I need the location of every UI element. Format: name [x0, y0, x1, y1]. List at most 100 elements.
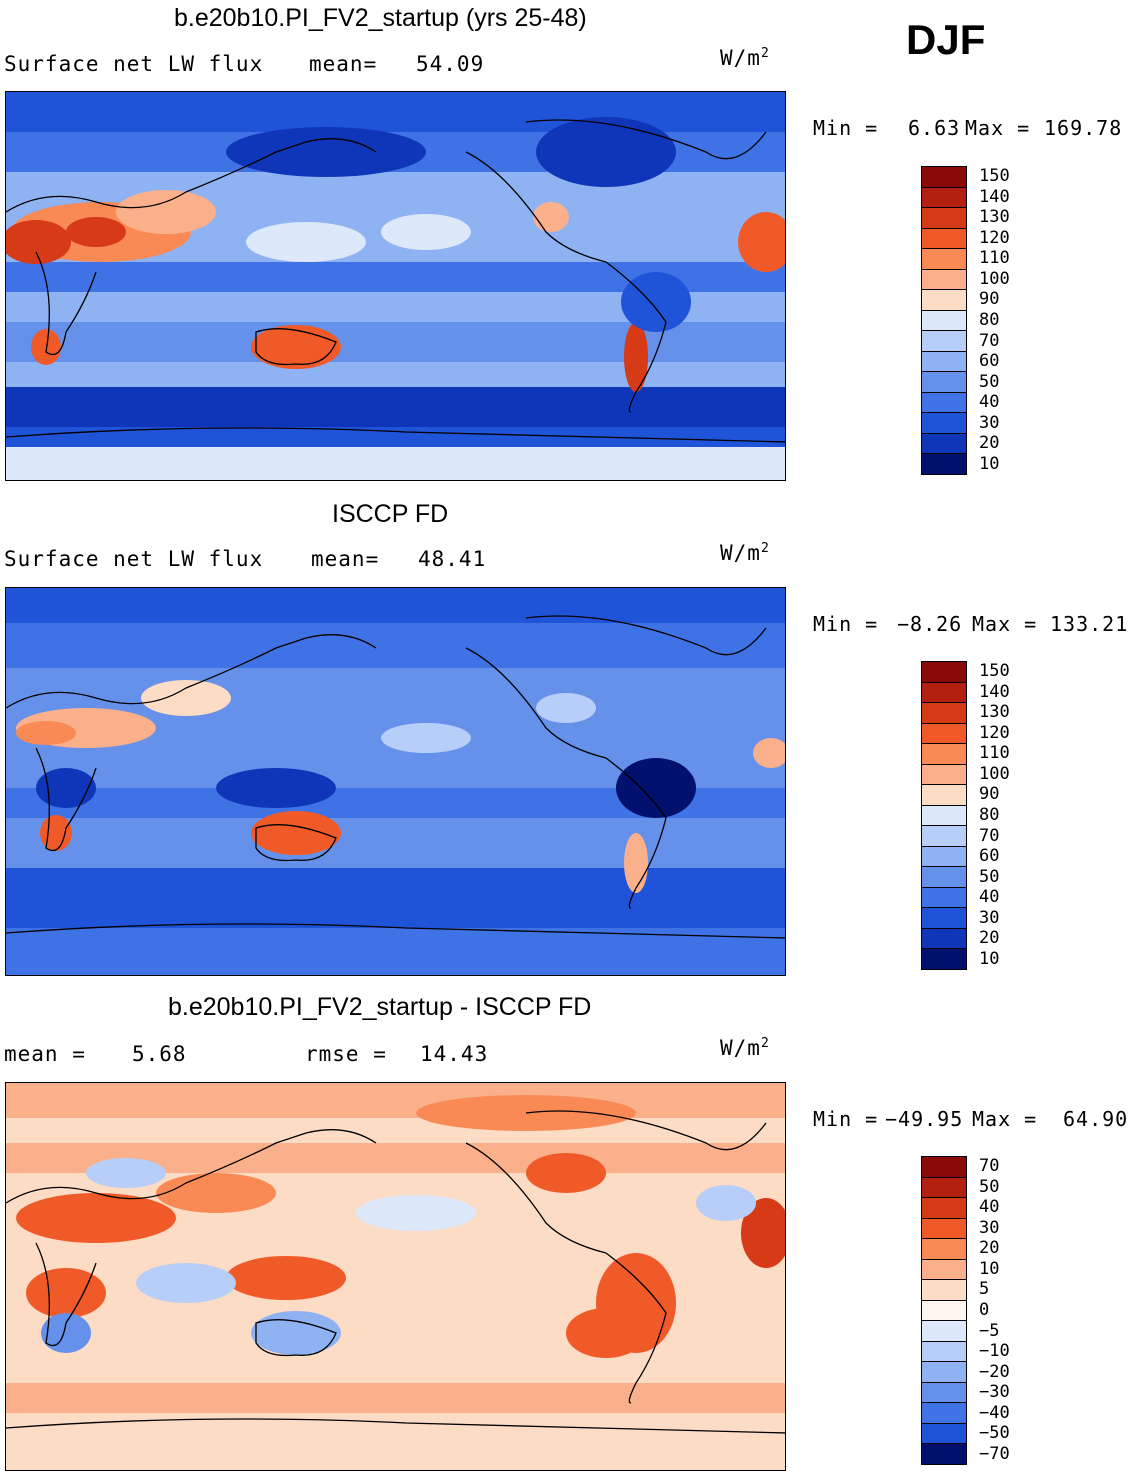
colorbar-tick-label: 30 — [979, 907, 1000, 928]
colorbar-swatch — [921, 166, 967, 188]
colorbar-tick-label: −40 — [979, 1402, 1010, 1423]
colorbar-swatch — [921, 1217, 967, 1240]
panel1-mean-value: 54.09 — [416, 52, 485, 76]
panel2-mean-label: mean= — [311, 547, 380, 571]
panel3-max-value: 64.90 — [1063, 1107, 1128, 1131]
colorbar-swatch — [921, 268, 967, 291]
colorbar-swatch — [921, 432, 967, 455]
panel3-title: b.e20b10.PI_FV2_startup - ISCCP FD — [168, 993, 592, 1021]
season-label: DJF — [906, 16, 986, 63]
colorbar-swatch — [921, 1258, 967, 1281]
colorbar-tick-label: −50 — [979, 1423, 1010, 1444]
panel3-rmse-label: rmse = — [305, 1042, 387, 1066]
panel2-variable-label: Surface net LW flux — [4, 547, 264, 571]
panel1-heatmap — [6, 92, 785, 480]
colorbar-swatch — [921, 309, 967, 332]
colorbar-swatch — [921, 1443, 967, 1465]
panel3-units: W/m2 — [720, 1036, 770, 1060]
panel1-units: W/m2 — [720, 46, 770, 70]
colorbar-swatch — [921, 1238, 967, 1260]
panel1-map — [5, 91, 786, 481]
colorbar-tick-label: 60 — [979, 846, 1000, 867]
colorbar-swatch — [921, 866, 967, 888]
colorbar-tick-label: 50 — [979, 1176, 1000, 1197]
colorbar-tick-label: 150 — [979, 166, 1010, 187]
colorbar-swatch — [921, 1422, 967, 1445]
panel2-map — [5, 587, 786, 976]
colorbar-tick-label: 120 — [979, 722, 1010, 743]
colorbar-tick-label: 20 — [979, 433, 1000, 454]
panel2-max-value: 133.21 — [1050, 612, 1128, 636]
colorbar-tick-label: 140 — [979, 186, 1010, 207]
panel3-mean-label: mean = — [4, 1042, 86, 1066]
panel2-max-label: Max = — [972, 612, 1038, 636]
colorbar-swatch — [921, 948, 967, 970]
panel2-mean-value: 48.41 — [418, 547, 487, 571]
colorbar-swatch — [921, 248, 967, 270]
colorbar-tick-label: 120 — [979, 227, 1010, 248]
colorbar-tick-label: −5 — [979, 1320, 1000, 1341]
colorbar-swatch — [921, 1320, 967, 1342]
panel3-map — [5, 1082, 786, 1471]
colorbar-tick-label: 90 — [979, 784, 1000, 805]
colorbar-tick-label: 5 — [979, 1279, 990, 1300]
colorbar-swatch — [921, 845, 967, 868]
colorbar-swatch — [921, 722, 967, 745]
panel2-heatmap — [6, 588, 785, 975]
panel3-colorbar: 70 50 40 30 20 10 5 0 −5 −10 −20 −30 −40 −50 −70 — [921, 1156, 1031, 1465]
panel1-mean-label: mean= — [309, 52, 378, 76]
panel3-heatmap — [6, 1083, 785, 1470]
colorbar-tick-label: 70 — [979, 825, 1000, 846]
colorbar-swatch — [921, 927, 967, 950]
colorbar-tick-label: 80 — [979, 310, 1000, 330]
panel2-title: ISCCP FD — [332, 500, 449, 528]
colorbar-tick-label: 30 — [979, 412, 1000, 433]
colorbar-tick-label: 70 — [979, 1156, 1000, 1177]
colorbar-tick-label: 10 — [979, 948, 1000, 969]
colorbar-swatch — [921, 1299, 967, 1322]
panel3-min-label: Min = — [813, 1107, 879, 1131]
colorbar-swatch — [921, 661, 967, 683]
colorbar-tick-label: 50 — [979, 371, 1000, 392]
colorbar-tick-label: 50 — [979, 866, 1000, 887]
panel3-mean-value: 5.68 — [132, 1042, 187, 1066]
colorbar-swatch — [921, 784, 967, 806]
colorbar-tick-label: 110 — [979, 743, 1010, 764]
colorbar-swatch — [921, 1156, 967, 1178]
panel3-min-value: −49.95 — [885, 1107, 964, 1131]
panel1-max-label: Max = — [965, 116, 1031, 140]
colorbar-tick-label: 90 — [979, 289, 1000, 310]
colorbar-tick-label: 140 — [979, 681, 1010, 702]
panel2-colorbar: 150 140 130 120 110 100 90 80 70 60 50 40 30 20 10 — [921, 661, 1031, 970]
colorbar-swatch — [921, 702, 967, 724]
colorbar-tick-label: 130 — [979, 702, 1010, 723]
colorbar-swatch — [921, 227, 967, 250]
panel1-min-value: 6.63 — [908, 116, 961, 140]
colorbar-tick-label: 150 — [979, 661, 1010, 682]
colorbar-tick-label: −30 — [979, 1382, 1010, 1403]
colorbar-swatch — [921, 186, 967, 209]
colorbar-swatch — [921, 1361, 967, 1383]
colorbar-tick-label: 10 — [979, 453, 1000, 474]
colorbar-tick-label: 100 — [979, 268, 1010, 289]
panel1-title: b.e20b10.PI_FV2_startup (yrs 25-48) — [174, 4, 587, 32]
colorbar-swatch — [921, 825, 967, 847]
colorbar-swatch — [921, 804, 967, 827]
colorbar-swatch — [921, 743, 967, 765]
colorbar-swatch — [921, 907, 967, 929]
colorbar-tick-label: 30 — [979, 1217, 1000, 1238]
colorbar-tick-label: 40 — [979, 392, 1000, 413]
colorbar-swatch — [921, 391, 967, 414]
colorbar-tick-label: 40 — [979, 1197, 1000, 1218]
panel1-variable-label: Surface net LW flux — [4, 52, 264, 76]
colorbar-swatch — [921, 763, 967, 786]
colorbar-swatch — [921, 1402, 967, 1424]
colorbar-tick-label: 110 — [979, 248, 1010, 269]
panel2-min-value: −8.26 — [897, 612, 963, 636]
colorbar-tick-label: 130 — [979, 207, 1010, 228]
panel2-units: W/m2 — [720, 541, 770, 565]
colorbar-tick-label: −10 — [979, 1341, 1010, 1362]
colorbar-swatch — [921, 289, 967, 311]
colorbar-tick-label: 100 — [979, 763, 1010, 784]
colorbar-tick-label: −20 — [979, 1361, 1010, 1382]
